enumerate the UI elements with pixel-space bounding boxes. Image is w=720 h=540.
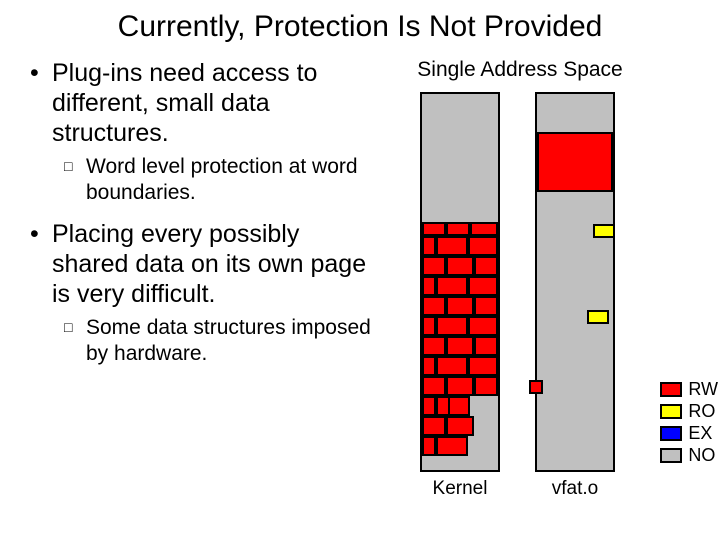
memory-segment [422, 316, 436, 336]
bullet-marker: • [30, 58, 52, 148]
memory-segment [422, 256, 446, 276]
diagram-title: Single Address Space [380, 58, 660, 82]
memory-segment [470, 222, 498, 236]
bullet-1-text: Plug-ins need access to different, small… [52, 58, 380, 148]
memory-segment [474, 296, 498, 316]
bullet-marker-sub: □ [64, 319, 86, 372]
bullet-2a: □ Some data structures imposed by hardwa… [64, 315, 380, 368]
memory-segment [436, 436, 468, 456]
memory-segment [468, 356, 498, 376]
legend-row: RO [660, 400, 718, 422]
column-label-vfat: vfat.o [530, 478, 620, 500]
legend-label: RW [688, 379, 718, 400]
memory-segment [422, 436, 436, 456]
page-title: Currently, Protection Is Not Provided [0, 0, 720, 52]
memory-segment [446, 222, 470, 236]
legend-row: EX [660, 422, 718, 444]
column-label-kernel: Kernel [415, 478, 505, 500]
memory-segment [422, 296, 446, 316]
memory-segment [446, 296, 474, 316]
bullet-2a-text: Some data structures imposed by hardware… [86, 315, 380, 368]
bullet-2: • Placing every possibly shared data on … [30, 219, 380, 309]
memory-segment [422, 222, 446, 236]
memory-segment [593, 224, 615, 238]
diagram-area: Single Address Space Kernel vfat.o RWROEX… [380, 52, 720, 512]
content-area: • Plug-ins need access to different, sma… [0, 52, 720, 512]
memory-segment [537, 132, 613, 192]
memory-segment [422, 396, 436, 416]
bullet-1: • Plug-ins need access to different, sma… [30, 58, 380, 148]
memory-segment [468, 276, 498, 296]
memory-segment [529, 380, 543, 394]
memory-segment [436, 316, 468, 336]
memory-segment [422, 336, 446, 356]
legend-swatch [660, 448, 682, 463]
legend-row: RW [660, 378, 718, 400]
bullet-1a-text: Word level protection at word boundaries… [86, 154, 380, 207]
bullet-2-text: Placing every possibly shared data on it… [52, 219, 380, 309]
memory-segment [446, 256, 474, 276]
bullet-list: • Plug-ins need access to different, sma… [30, 52, 380, 512]
memory-segment [422, 416, 446, 436]
memory-segment [468, 316, 498, 336]
bullet-marker-sub: □ [64, 158, 86, 211]
legend-swatch [660, 426, 682, 441]
bullet-marker: • [30, 219, 52, 309]
legend-label: EX [688, 423, 712, 444]
memory-segment [422, 376, 446, 396]
memory-segment [436, 276, 468, 296]
memory-segment [468, 236, 498, 256]
bullet-1a: □ Word level protection at word boundari… [64, 154, 380, 207]
memory-segment [448, 396, 470, 416]
memory-segment [446, 336, 474, 356]
legend-label: NO [688, 445, 715, 466]
legend-swatch [660, 382, 682, 397]
memory-segment [446, 416, 474, 436]
memory-segment [436, 236, 468, 256]
legend-label: RO [688, 401, 715, 422]
memory-segment [474, 256, 498, 276]
memory-segment [422, 276, 436, 296]
memory-segment [474, 336, 498, 356]
memory-segment [436, 356, 468, 376]
memory-segment [422, 236, 436, 256]
memory-segment [587, 310, 609, 324]
memory-segment [422, 356, 436, 376]
legend: RWROEXNO [660, 378, 718, 466]
legend-swatch [660, 404, 682, 419]
memory-segment [474, 376, 498, 396]
memory-segment [446, 376, 474, 396]
legend-row: NO [660, 444, 718, 466]
